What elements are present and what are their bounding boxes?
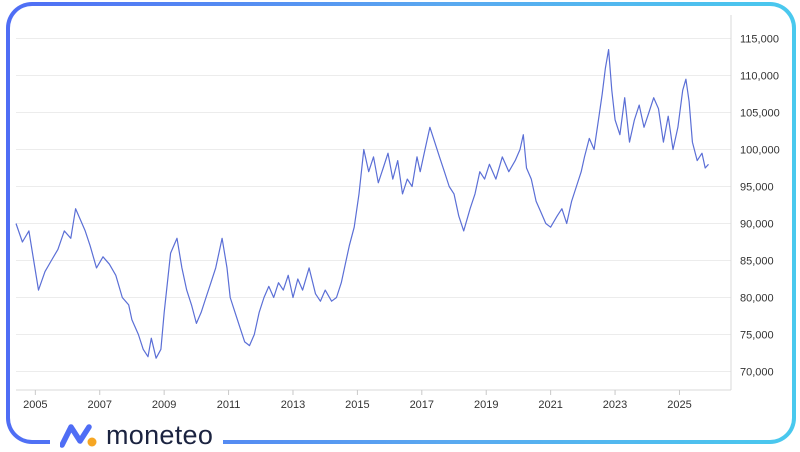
x-tick-label: 2021 — [538, 399, 562, 411]
x-tick-label: 2013 — [281, 399, 305, 411]
x-axis-ticks: 2005 2007 2009 2011 2013 2015 2017 2019 2021 2023… — [23, 390, 692, 411]
y-tick-label: 115,000 — [740, 34, 779, 46]
x-tick-label: 2009 — [152, 399, 176, 411]
grid-lines — [16, 38, 731, 372]
y-tick-label: 70,000 — [740, 367, 774, 379]
brand-logo: moneteo — [50, 418, 224, 452]
axes — [16, 15, 732, 391]
x-tick-label: 2019 — [474, 399, 498, 411]
x-tick-label: 2025 — [667, 399, 691, 411]
x-tick-label: 2023 — [603, 399, 627, 411]
x-tick-label: 2015 — [345, 399, 369, 411]
y-tick-label: 95,000 — [740, 182, 774, 194]
x-tick-label: 2017 — [410, 399, 434, 411]
y-tick-label: 75,000 — [740, 330, 774, 342]
brand-name: moneteo — [106, 419, 214, 450]
x-tick-label: 2007 — [87, 399, 111, 411]
y-axis-ticks: 70,000 75,000 80,000 85,000 90,000 95,000 100,… — [740, 34, 780, 379]
y-tick-label: 110,000 — [740, 71, 779, 83]
y-tick-label: 85,000 — [740, 256, 774, 268]
y-tick-label: 80,000 — [740, 293, 774, 305]
y-tick-label: 105,000 — [740, 108, 780, 120]
moneteo-logo-icon — [60, 424, 97, 448]
y-tick-label: 100,000 — [740, 145, 780, 157]
y-tick-label: 90,000 — [740, 219, 774, 231]
series-layer — [15, 49, 709, 359]
series-line — [15, 49, 709, 359]
x-tick-label: 2011 — [217, 399, 241, 411]
x-tick-label: 2005 — [23, 399, 47, 411]
